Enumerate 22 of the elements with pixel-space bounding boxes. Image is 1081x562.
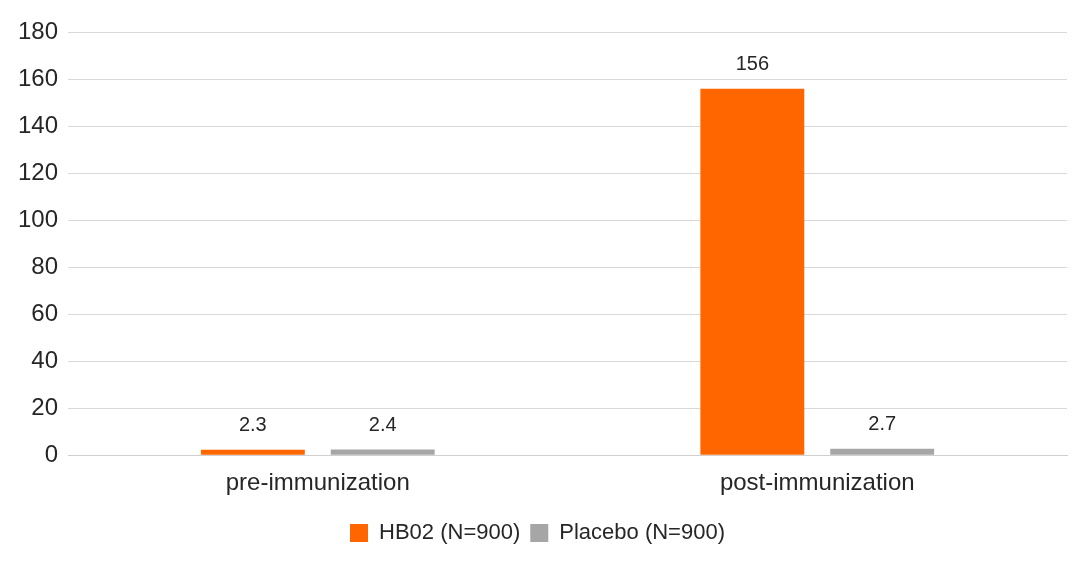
y-tick-label: 80 bbox=[31, 251, 59, 279]
y-tick-label: 140 bbox=[18, 110, 59, 138]
y-tick-label: 20 bbox=[31, 392, 59, 420]
data-label: 2.3 bbox=[238, 413, 267, 436]
bar bbox=[700, 88, 805, 455]
y-tick-label: 160 bbox=[18, 64, 59, 91]
y-tick-label: 40 bbox=[31, 345, 59, 373]
data-label: 2.7 bbox=[868, 412, 897, 435]
y-tick-label: 100 bbox=[18, 204, 59, 232]
y-tick-label: 120 bbox=[18, 157, 59, 185]
data-label: 156 bbox=[735, 52, 770, 75]
data-label: 2.4 bbox=[368, 413, 397, 436]
y-tick-label: 180 bbox=[18, 17, 59, 45]
y-tick-label: 60 bbox=[31, 298, 59, 326]
y-tick-label: 0 bbox=[44, 439, 59, 467]
bar bbox=[830, 448, 935, 455]
x-tick-label: pre-immunization bbox=[225, 468, 410, 496]
bar bbox=[200, 449, 305, 455]
legend-label: Placebo (N=900) bbox=[559, 519, 725, 545]
bar bbox=[330, 449, 435, 455]
x-tick-label: post-immunization bbox=[719, 468, 915, 496]
legend-label: HB02 (N=900) bbox=[379, 519, 521, 545]
